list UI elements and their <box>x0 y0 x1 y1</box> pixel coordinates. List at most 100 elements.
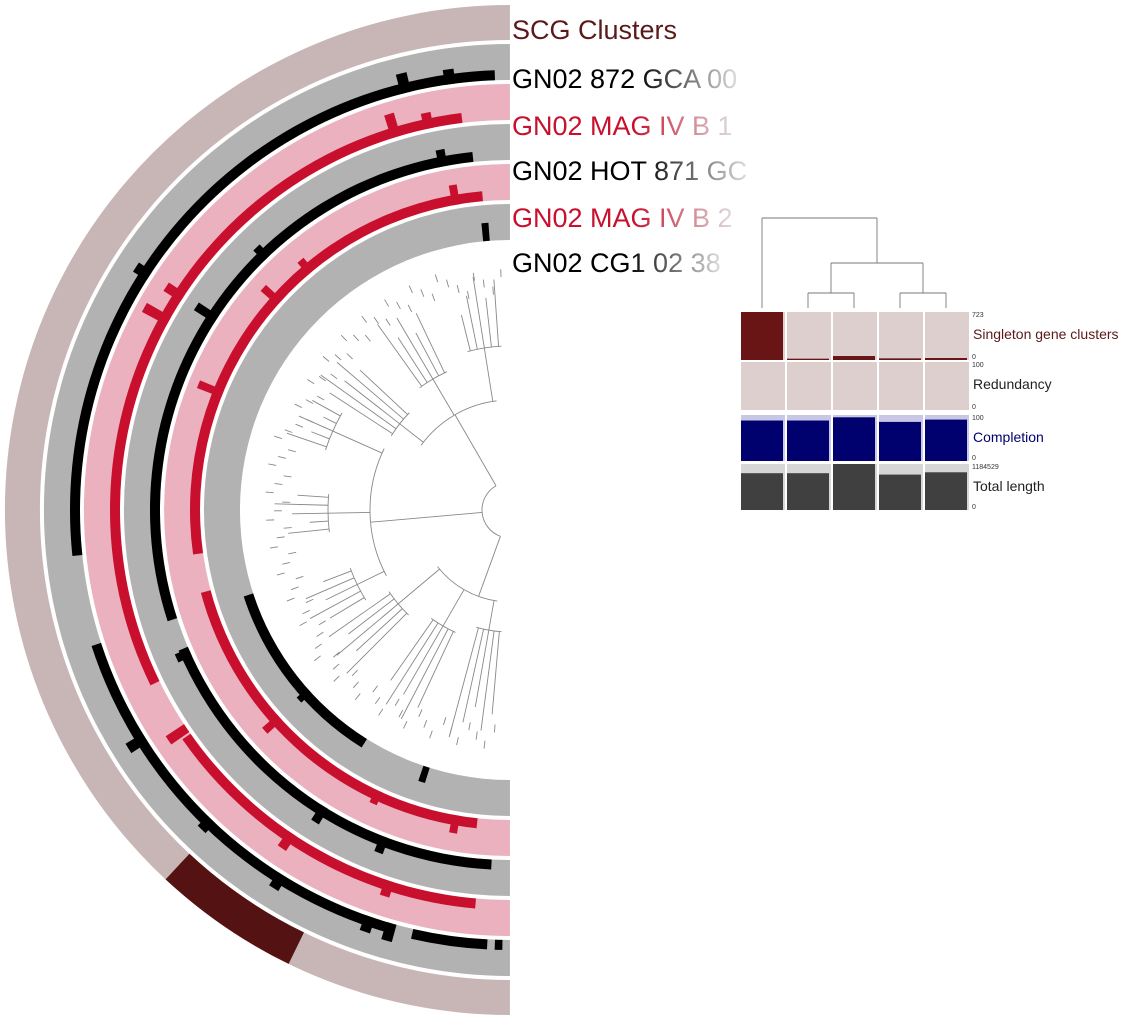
tree-branch <box>396 317 434 380</box>
presence-spike <box>197 815 216 834</box>
tree-branch <box>493 279 500 347</box>
presence-spike <box>395 72 412 95</box>
tree-branch <box>277 456 286 459</box>
genome-dendrogram <box>761 217 947 308</box>
presence-spike <box>277 830 296 852</box>
tree-branch <box>474 630 490 708</box>
tree-branch <box>352 681 359 689</box>
presence-spike <box>163 282 186 302</box>
genome-bar <box>833 464 875 510</box>
tree-branch <box>346 353 353 360</box>
tree-branch <box>415 313 445 374</box>
panel-min: 0 <box>972 504 976 511</box>
bar-panel-redundancy: 100 0 Redundancy <box>741 362 1052 411</box>
tree-branch <box>288 551 297 555</box>
tree-branch <box>348 598 395 635</box>
presence-spike <box>260 284 283 306</box>
presence-spike <box>193 302 219 323</box>
layer-labels: SCG Clusters GN02 872 GCA 00 GN02 MAG IV B… <box>512 15 747 278</box>
panel-min: 0 <box>972 354 976 361</box>
tree-branch <box>384 299 390 307</box>
panel-label: Completion <box>973 429 1044 445</box>
tree-branch <box>305 577 355 600</box>
tree-branch <box>403 625 444 695</box>
panel-background <box>741 362 969 410</box>
tree-branch <box>372 685 378 693</box>
tree-branch <box>399 423 424 443</box>
tree-join <box>437 566 498 602</box>
presence-spike <box>384 112 401 139</box>
presence-spike <box>262 714 283 734</box>
tree-branch <box>491 631 500 715</box>
tree-branch <box>329 597 365 619</box>
tree-join <box>325 412 343 451</box>
tree-branch <box>284 429 293 433</box>
presence-spike <box>374 835 389 855</box>
tree-branch <box>478 536 501 597</box>
tree-branch <box>333 675 340 682</box>
presence-spike <box>174 648 193 663</box>
presence-spike <box>297 257 314 275</box>
tree-join <box>369 448 387 576</box>
presence-spike <box>359 914 375 934</box>
tree-branch <box>385 318 391 326</box>
tree-branch <box>328 593 391 638</box>
tree-branch <box>423 719 428 728</box>
tree-join <box>481 485 501 537</box>
presence-segment <box>494 939 503 950</box>
tree-branch <box>448 627 479 738</box>
presence-spike <box>196 380 225 398</box>
tree-branch <box>325 584 358 601</box>
ring-gn02-cg1-02 <box>203 204 510 816</box>
tree-branch <box>485 297 492 348</box>
panel-max: 723 <box>972 312 984 319</box>
tree-branch <box>364 334 371 342</box>
tree-branch <box>488 600 495 631</box>
tree-branch <box>298 415 333 432</box>
tree-branch <box>307 379 315 385</box>
genome-bar <box>741 312 783 360</box>
layer-rings <box>4 5 510 1015</box>
tree-branch <box>287 449 296 453</box>
tree-branch <box>274 503 329 506</box>
tree-branch <box>316 631 324 637</box>
tree-branch <box>306 418 314 423</box>
layer-label: SCG Clusters <box>512 15 677 45</box>
tree-branch <box>385 622 439 705</box>
panel-max: 100 <box>972 362 984 369</box>
tree-join <box>430 618 456 633</box>
tree-branch <box>316 395 325 401</box>
tree-branch <box>323 570 352 583</box>
tree-branch <box>396 301 401 310</box>
tree-branch <box>318 620 326 626</box>
tree-branch <box>268 463 277 466</box>
presence-spike <box>141 302 172 326</box>
genome-bar-panel: 723 0 Singleton gene clusters 1000Redundanc… <box>740 217 1119 511</box>
tree-branch <box>482 279 485 288</box>
tree-branch <box>417 631 454 708</box>
presence-spike <box>369 789 383 806</box>
tree-branch <box>480 630 495 731</box>
tree-branch <box>390 619 434 681</box>
tree-branch <box>294 403 303 408</box>
tree-branch <box>312 400 341 417</box>
tree-branch <box>456 737 459 746</box>
genome-bar <box>925 472 967 510</box>
tree-branch <box>340 334 348 342</box>
tree-branch <box>359 369 408 415</box>
presence-spike <box>379 879 395 898</box>
presence-spike <box>442 68 456 85</box>
genome-bar <box>879 474 921 510</box>
tree-branch <box>468 722 471 731</box>
layer-label: GN02 MAG IV B 1 <box>512 111 733 141</box>
genome-bar <box>741 420 783 461</box>
tree-branch <box>320 374 397 430</box>
tree-branch <box>290 586 299 591</box>
panel-label: Singleton gene clusters <box>973 326 1119 342</box>
genome-bar <box>833 356 875 360</box>
tree-join <box>388 591 409 616</box>
tree-branch <box>431 293 436 302</box>
ring-scg-clusters <box>4 5 510 1015</box>
tree-branch <box>460 314 471 351</box>
tree-join <box>419 371 448 389</box>
